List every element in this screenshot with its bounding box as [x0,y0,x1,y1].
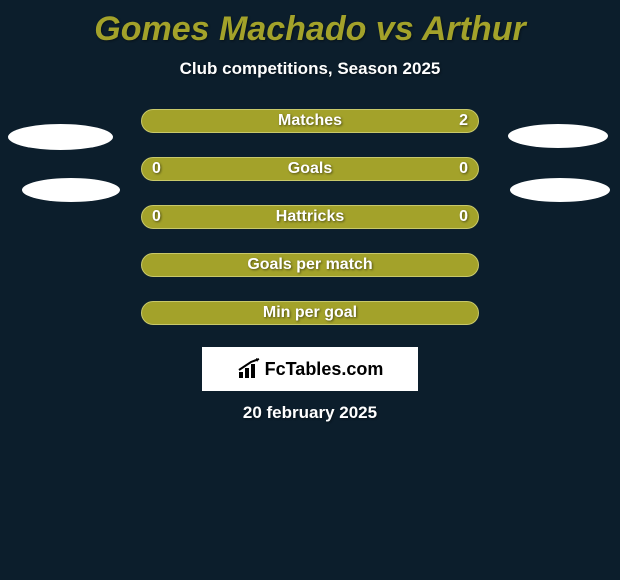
ellipse-decoration [22,178,120,202]
stat-row: 0 Hattricks 0 [141,205,479,229]
stat-right-value: 0 [459,160,468,178]
stat-left-value: 0 [152,160,161,178]
stat-label: Min per goal [263,304,357,322]
stat-left-value: 0 [152,208,161,226]
subtitle: Club competitions, Season 2025 [0,59,620,79]
ellipse-decoration [508,124,608,148]
stat-label: Goals per match [247,256,372,274]
page-title: Gomes Machado vs Arthur [0,0,620,49]
stat-label: Hattricks [276,208,344,226]
stat-row: 0 Goals 0 [141,157,479,181]
ellipse-decoration [510,178,610,202]
source-badge-text: FcTables.com [265,359,384,380]
source-badge: FcTables.com [202,347,418,391]
stat-row: Matches 2 [141,109,479,133]
chart-icon [237,358,263,380]
stat-row: Goals per match [141,253,479,277]
stat-label: Matches [278,112,342,130]
infographic-container: Gomes Machado vs Arthur Club competition… [0,0,620,580]
date-label: 20 february 2025 [0,403,620,423]
stat-right-value: 0 [459,208,468,226]
stat-label: Goals [288,160,332,178]
ellipse-decoration [8,124,113,150]
stat-row: Min per goal [141,301,479,325]
stat-right-value: 2 [459,112,468,130]
